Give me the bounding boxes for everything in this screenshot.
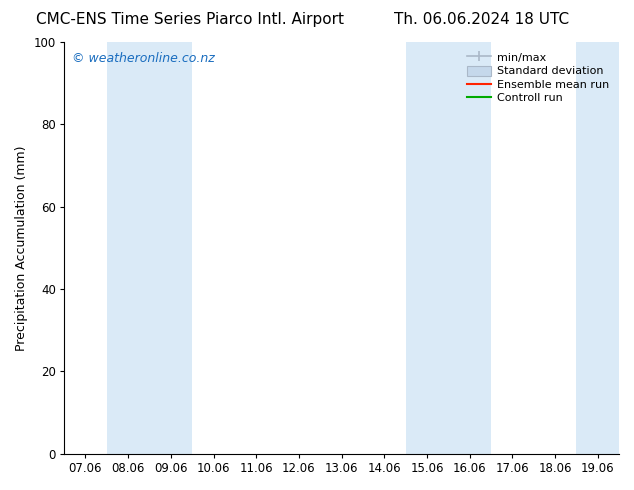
Legend: min/max, Standard deviation, Ensemble mean run, Controll run: min/max, Standard deviation, Ensemble me… — [462, 48, 614, 108]
Y-axis label: Precipitation Accumulation (mm): Precipitation Accumulation (mm) — [15, 145, 28, 351]
Bar — [107, 42, 150, 454]
Bar — [406, 42, 448, 454]
Bar — [448, 42, 491, 454]
Text: © weatheronline.co.nz: © weatheronline.co.nz — [72, 52, 215, 65]
Text: Th. 06.06.2024 18 UTC: Th. 06.06.2024 18 UTC — [394, 12, 569, 27]
Text: CMC-ENS Time Series Piarco Intl. Airport: CMC-ENS Time Series Piarco Intl. Airport — [36, 12, 344, 27]
Bar — [576, 42, 619, 454]
Bar — [150, 42, 192, 454]
